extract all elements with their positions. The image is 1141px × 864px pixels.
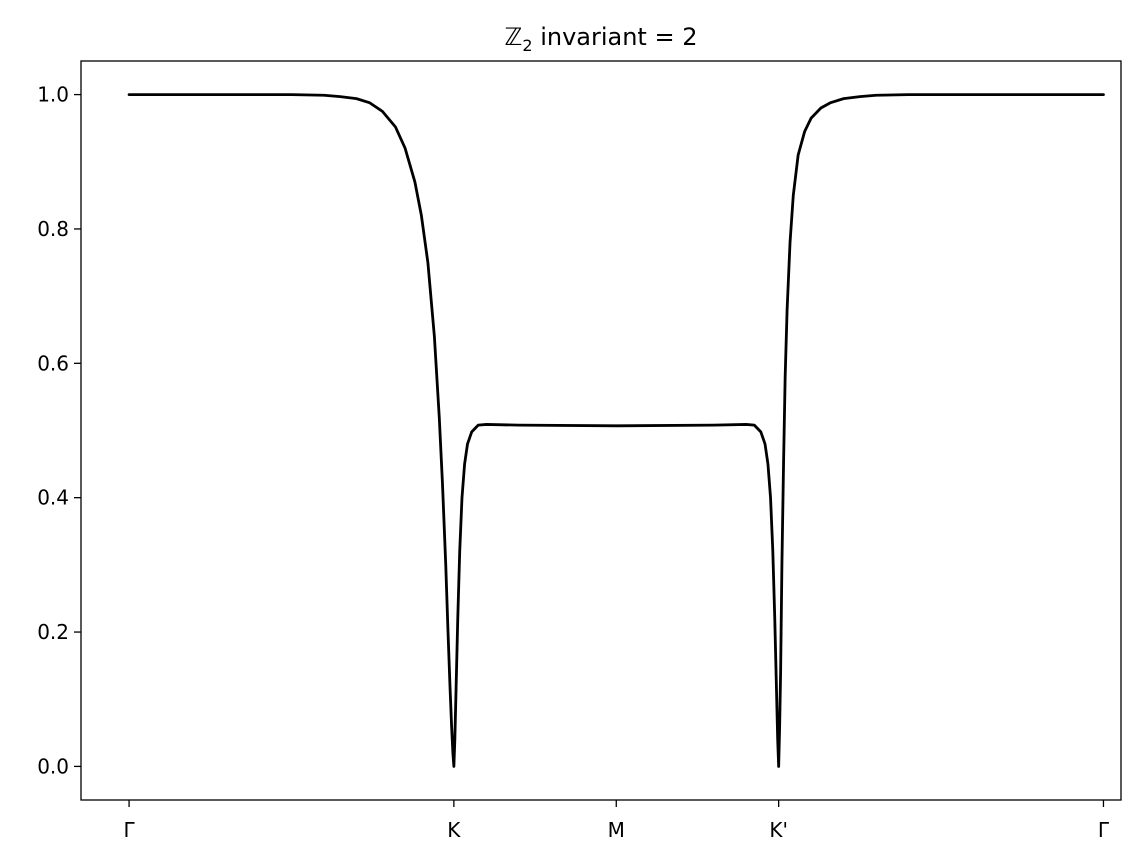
title-subscript: 2 xyxy=(522,36,532,55)
x-tick-label: K' xyxy=(769,818,788,842)
chart-title: ℤ2 invariant = 2 xyxy=(505,23,698,55)
title-symbol: ℤ xyxy=(505,23,523,51)
y-tick-label: 1.0 xyxy=(37,83,69,107)
y-tick-label: 0.8 xyxy=(37,217,69,241)
y-tick-label: 0.0 xyxy=(37,754,69,778)
x-tick-label: Γ xyxy=(1098,818,1110,842)
x-tick-label: M xyxy=(608,818,625,842)
x-tick-label: K xyxy=(447,818,461,842)
plot-area xyxy=(127,93,1105,768)
axes-frame xyxy=(80,60,1122,801)
x-tick-label: Γ xyxy=(123,818,135,842)
title-rest: invariant = 2 xyxy=(533,23,698,51)
series-line xyxy=(127,93,1105,768)
y-tick-label: 0.6 xyxy=(37,351,69,375)
y-tick-label: 0.4 xyxy=(37,486,69,510)
x-axis: Γ K M K' Γ xyxy=(123,800,1110,842)
y-tick-label: 0.2 xyxy=(37,620,69,644)
y-axis: 0.0 0.2 0.4 0.6 0.8 1.0 xyxy=(37,83,81,778)
